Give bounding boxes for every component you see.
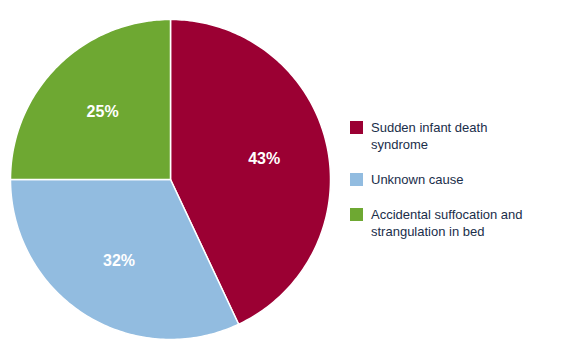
html-text:Unknown cause: Unknown cause — [371, 172, 464, 187]
svg-text:25%: 25% — [87, 103, 119, 120]
svg-text:32%: 32% — [103, 252, 135, 269]
html-text:Sudden infant death syndrome: Sudden infant death syndrome — [371, 120, 488, 152]
svg-text:43%: 43% — [248, 150, 280, 167]
html-text:Accidental suffocation and str: Accidental suffocation and strangulation… — [371, 207, 523, 239]
